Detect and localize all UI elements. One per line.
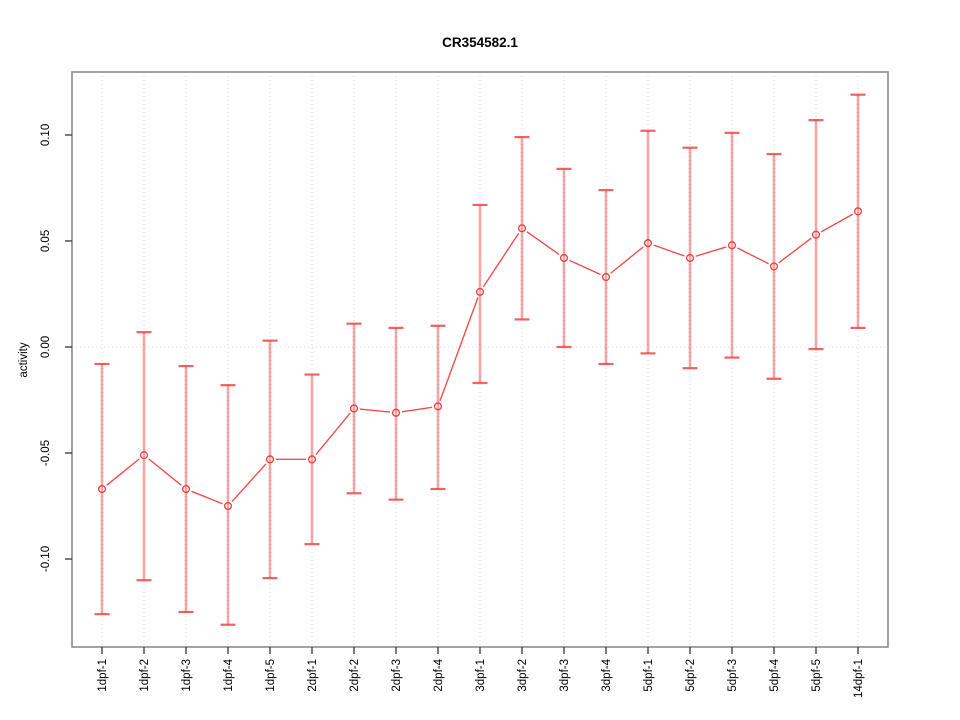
data-point: [685, 253, 695, 262]
series-segment: [106, 458, 140, 486]
data-point: [853, 207, 863, 216]
data-point: [559, 253, 569, 262]
x-tick-label: 14dpf-1: [853, 659, 865, 698]
y-tick-label: 0.10: [40, 124, 52, 146]
x-tick-label: 5dpf-5: [811, 659, 823, 692]
x-tick-label: 5dpf-1: [643, 659, 655, 692]
x-tick-label: 3dpf-3: [559, 659, 571, 692]
x-tick-label: 1dpf-2: [139, 659, 151, 692]
data-point: [475, 287, 485, 296]
series-segment: [778, 237, 812, 264]
series-segment: [737, 247, 769, 265]
x-tick-label: 1dpf-4: [223, 658, 235, 691]
data-point: [643, 239, 653, 248]
chart-title: CR354582.1: [442, 35, 518, 50]
x-tick-label: 1dpf-3: [181, 659, 193, 692]
series-segment: [359, 408, 391, 413]
x-tick-label: 5dpf-3: [727, 659, 739, 692]
data-point: [97, 484, 107, 494]
x-tick-label: 5dpf-2: [685, 659, 697, 692]
series-segment: [191, 490, 223, 505]
data-point: [517, 224, 527, 233]
x-tick-label: 3dpf-4: [601, 658, 613, 691]
series-segment: [653, 244, 685, 257]
x-tick-label: 2dpf-3: [391, 659, 403, 692]
data-point: [727, 241, 737, 250]
series-segment: [695, 246, 727, 257]
x-tick-label: 2dpf-4: [433, 658, 445, 691]
data-point: [349, 404, 359, 413]
plot-area: -0.10 -0.05 0.00 0.05 0.10 1dpf-1 1dpf-2 1dpf-3…: [40, 71, 889, 698]
series-segment: [231, 463, 267, 503]
data-point: [139, 451, 149, 460]
x-tick-label: 2dpf-2: [349, 659, 361, 692]
series-segment: [148, 458, 182, 486]
data-point: [265, 455, 275, 464]
data-point: [769, 262, 779, 271]
y-axis-label: activity: [18, 342, 30, 377]
data-point: [223, 501, 233, 511]
y-tick-label: 0.05: [40, 230, 52, 252]
data-point: [307, 455, 317, 464]
series-segment: [401, 406, 433, 413]
data-point: [433, 402, 443, 411]
x-tick-label: 2dpf-1: [307, 659, 319, 692]
data-point: [391, 408, 401, 417]
y-tick-label: 0.00: [40, 336, 52, 358]
x-tick-label: 3dpf-2: [517, 659, 529, 692]
series-segment: [569, 259, 601, 276]
data-point: [811, 230, 821, 239]
series-segment: [482, 232, 520, 288]
series-segment: [439, 297, 479, 401]
series-segment: [526, 231, 560, 256]
y-tick-label: -0.10: [40, 546, 52, 572]
x-tick-label: 5dpf-4: [769, 658, 781, 691]
series-segment: [315, 412, 351, 456]
series-segment: [610, 246, 644, 274]
y-tick-label: -0.05: [40, 440, 52, 466]
data-point: [181, 484, 191, 494]
x-tick-label: 1dpf-5: [265, 659, 277, 692]
x-tick-label: 3dpf-1: [475, 659, 487, 692]
series-segment: [820, 213, 854, 233]
data-point: [601, 272, 611, 282]
x-tick-label: 1dpf-1: [97, 659, 109, 692]
